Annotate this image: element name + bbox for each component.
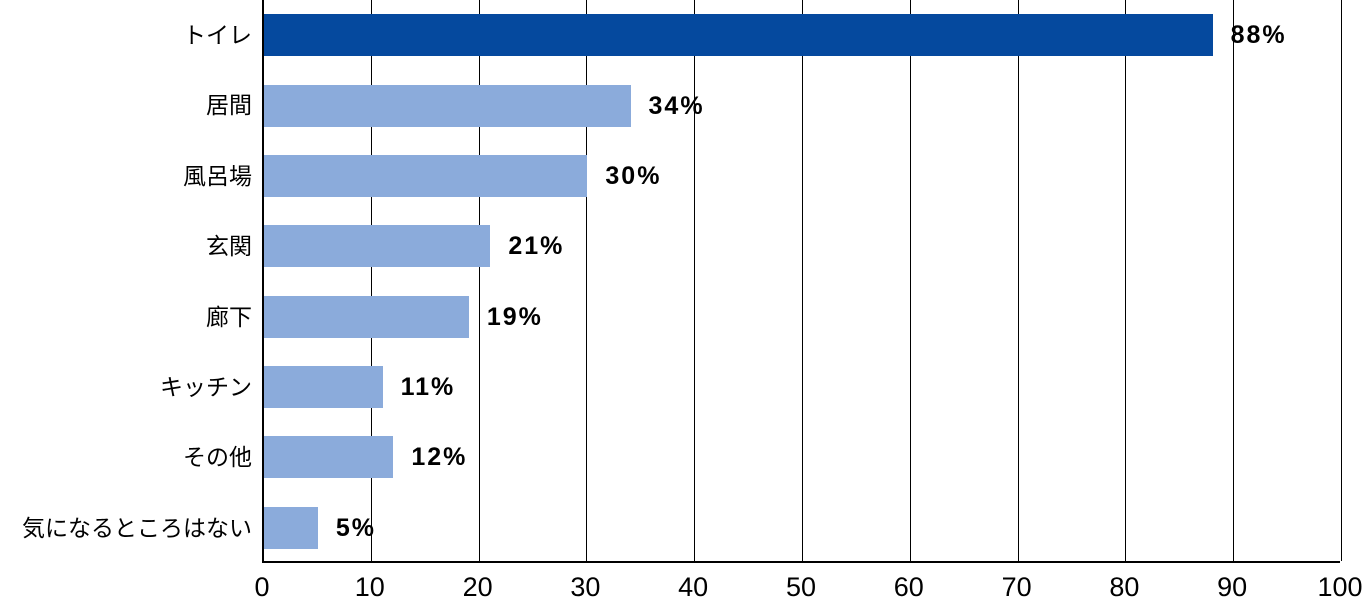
value-label: 34%	[648, 91, 705, 120]
value-label: 19%	[486, 302, 543, 331]
category-label: トイレ	[183, 22, 252, 48]
x-tick-label: 10	[354, 572, 385, 600]
value-label: 30%	[605, 161, 662, 190]
value-label: 88%	[1230, 21, 1287, 50]
category-label: その他	[183, 444, 252, 471]
gridline	[1341, 0, 1342, 561]
gridline	[1125, 0, 1127, 561]
gridline	[802, 0, 803, 561]
x-tick-label: 80	[1109, 572, 1140, 600]
x-tick-label: 70	[1001, 572, 1032, 600]
category-label: 玄関	[206, 233, 252, 260]
x-tick-label: 30	[570, 572, 601, 600]
category-label: 廊下	[206, 303, 252, 330]
x-tick-label: 100	[1317, 572, 1363, 600]
value-label: 5%	[335, 513, 377, 542]
bar	[264, 14, 1213, 57]
bar	[264, 225, 491, 268]
gridline	[1233, 0, 1235, 561]
x-tick-label: 60	[893, 572, 924, 600]
category-label: 風呂場	[183, 162, 252, 189]
x-tick-label: 50	[785, 572, 817, 600]
category-label: 気になるところはない	[22, 514, 252, 541]
gridline	[586, 0, 588, 561]
gridline	[478, 0, 480, 561]
value-label: 12%	[411, 443, 468, 472]
x-tick-label: 0	[254, 572, 270, 600]
bar	[264, 84, 631, 127]
value-label: 11%	[400, 373, 456, 402]
category-label: 居間	[206, 92, 252, 119]
bar	[264, 366, 383, 409]
gridline	[1017, 0, 1019, 561]
bar	[264, 154, 588, 197]
gridline	[909, 0, 911, 561]
category-label: キッチン	[160, 373, 252, 400]
x-tick-label: 20	[462, 572, 493, 600]
bar	[264, 506, 318, 549]
x-tick-label: 40	[678, 572, 709, 600]
plot-area: 88% 34% 30% 21% 19% 11% 12% 5%	[262, 0, 1342, 563]
x-tick-label: 90	[1217, 572, 1248, 600]
gridline	[694, 0, 696, 561]
bar	[264, 295, 469, 338]
bar	[264, 436, 394, 479]
gridline	[370, 0, 372, 561]
value-label: 21%	[508, 232, 565, 261]
